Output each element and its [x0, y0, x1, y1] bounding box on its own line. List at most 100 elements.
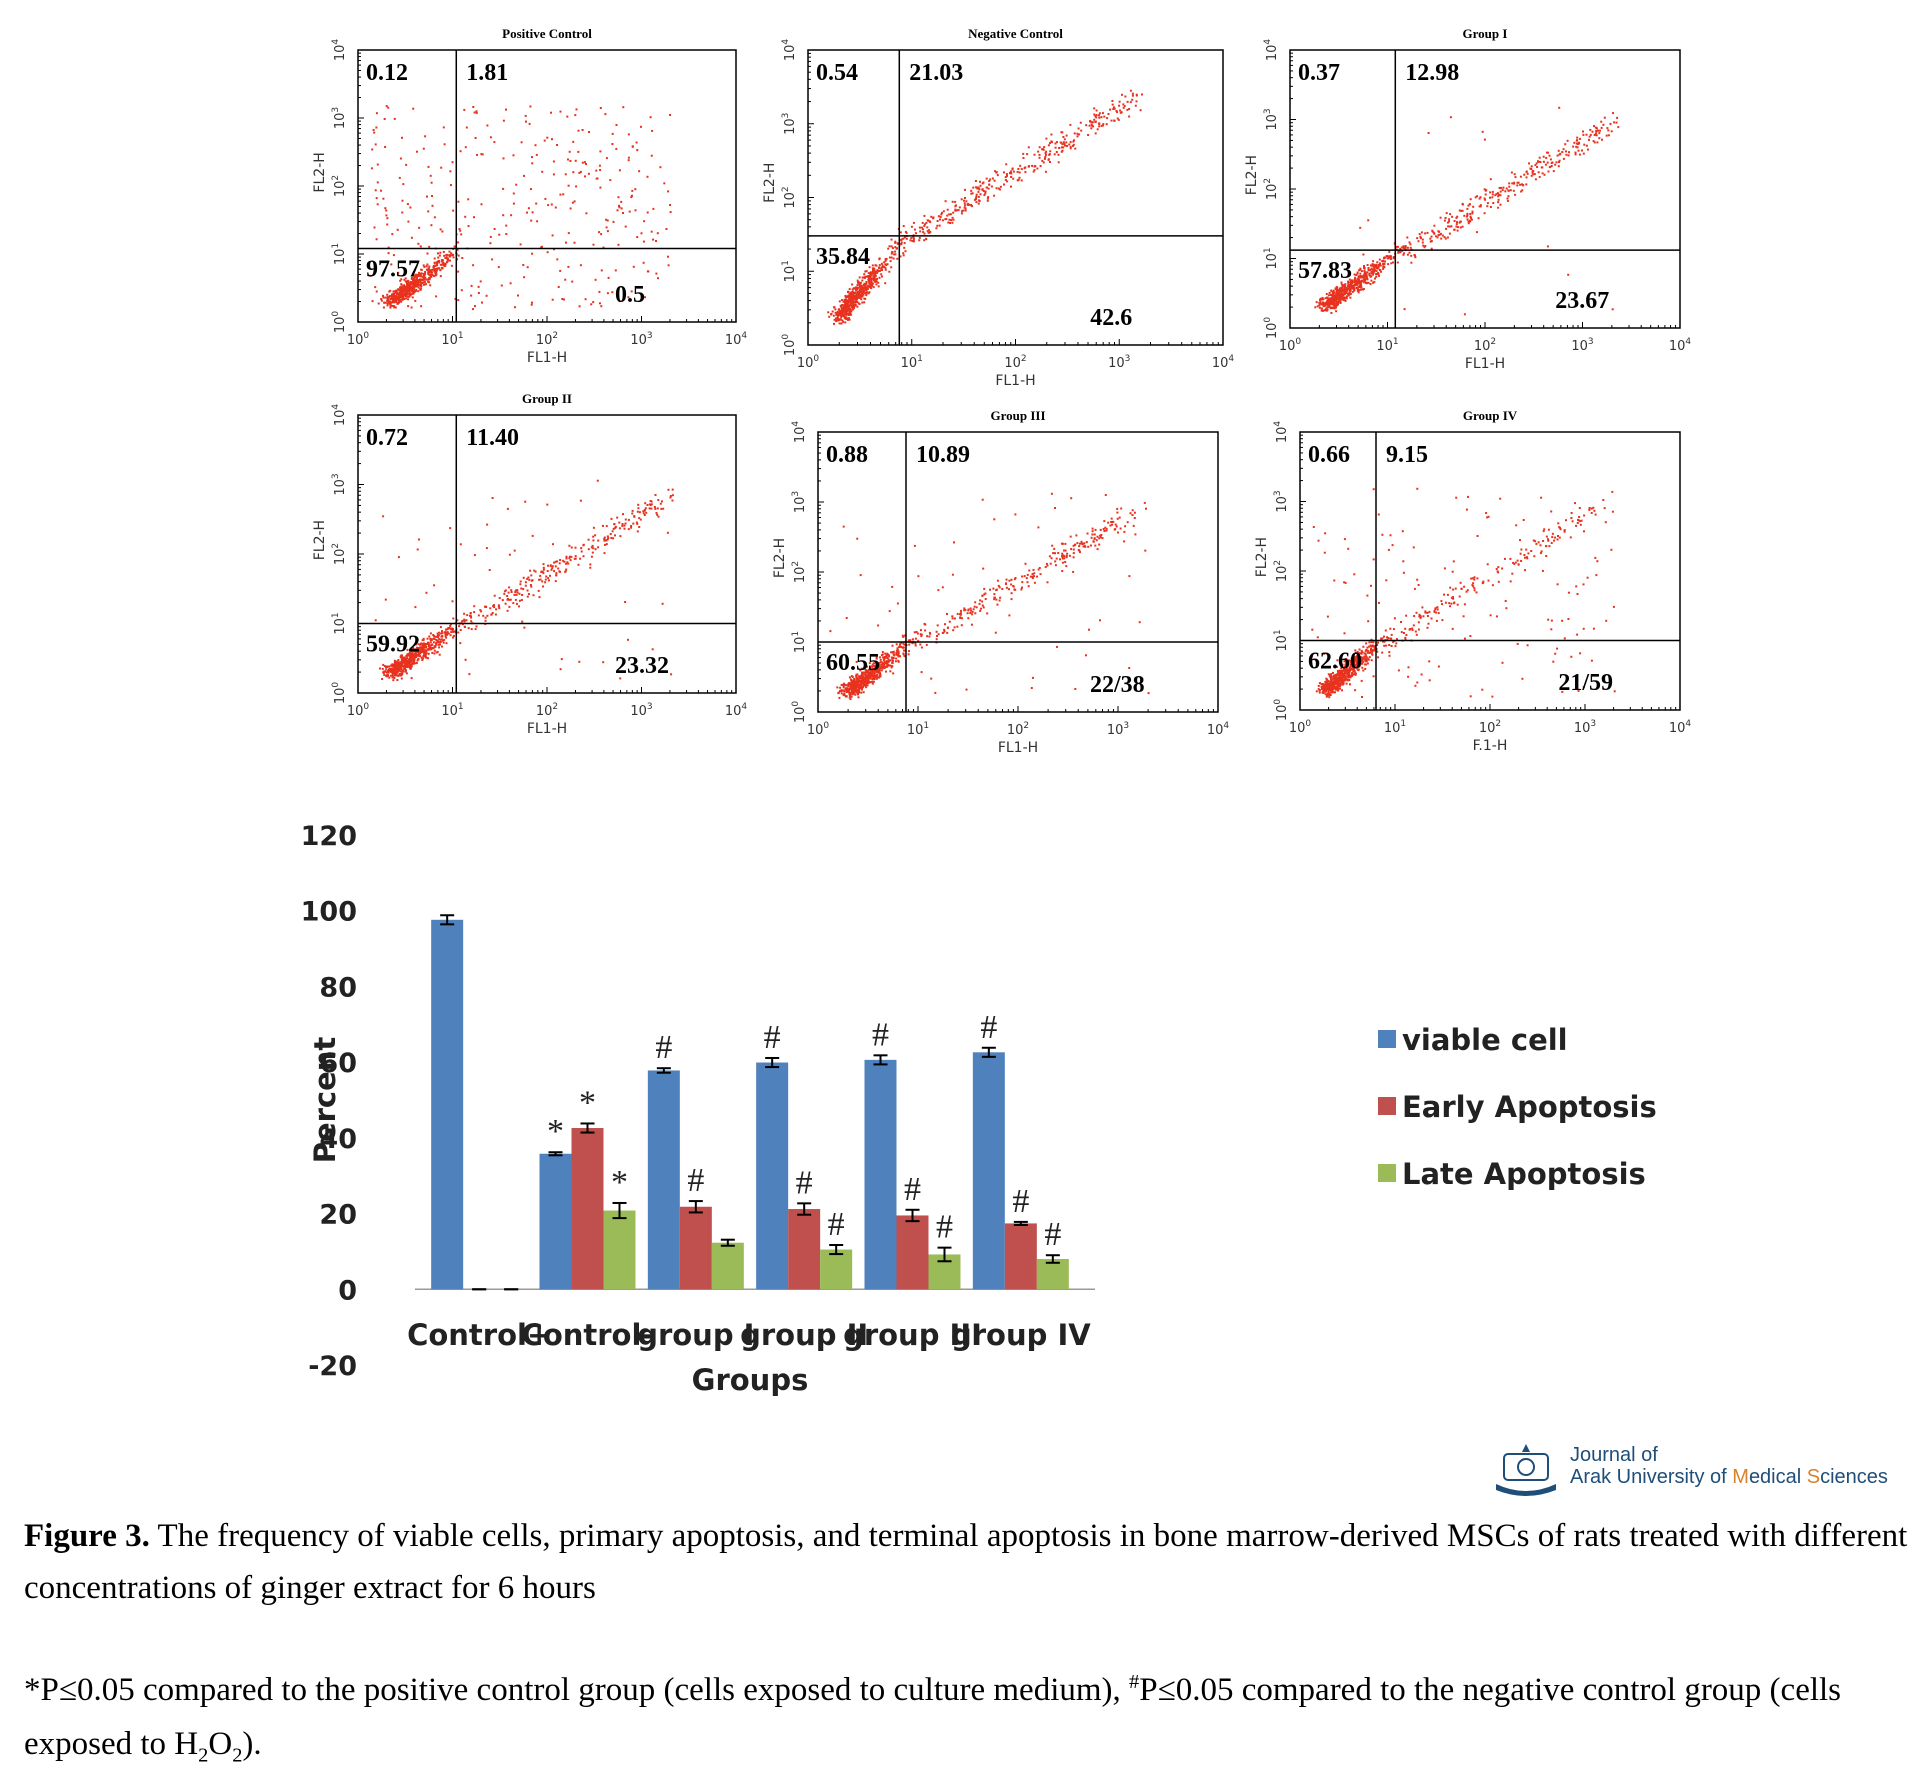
- flow-x-tick-label: 101: [1384, 719, 1406, 736]
- flow-y-tick-exponent: 3: [791, 491, 801, 497]
- flow-panel-title: Positive Control: [502, 26, 592, 41]
- flow-y-tick-label: 103: [331, 107, 348, 129]
- flow-x-tick-exponent: 3: [647, 702, 653, 712]
- flow-x-tick-exponent: 3: [1590, 719, 1596, 729]
- figure-label: Figure 3.: [24, 1518, 150, 1554]
- flow-x-tick-exponent: 1: [458, 331, 464, 341]
- significance-mark: #: [655, 1029, 672, 1066]
- flow-panel-title: Negative Control: [968, 26, 1063, 41]
- flow-y-tick-exponent: 2: [1273, 560, 1283, 566]
- flow-y-tick-exponent: 0: [781, 334, 791, 340]
- flow-y-tick-label: 104: [331, 404, 348, 427]
- flow-x-tick-label: 103: [1574, 719, 1596, 736]
- flow-y-tick-exponent: 3: [781, 113, 791, 119]
- flow-x-tick-exponent: 1: [923, 721, 929, 731]
- flow-x-tick-label: 102: [1479, 719, 1501, 736]
- flow-x-tick-exponent: 0: [823, 721, 829, 731]
- flow-x-tick-exponent: 4: [1223, 721, 1229, 731]
- flow-y-tick-label: 103: [781, 113, 798, 135]
- bar-1: [1005, 1223, 1037, 1289]
- quadrant-value-upper-right: 1.81: [466, 60, 508, 86]
- quadrant-value-lower-right: 0.5: [615, 282, 645, 308]
- flow-x-tick-exponent: 1: [917, 354, 923, 364]
- flow-x-tick-exponent: 2: [1490, 337, 1496, 347]
- significance-mark: #: [980, 1009, 997, 1046]
- figure-caption: Figure 3. The frequency of viable cells,…: [24, 1510, 1914, 1614]
- flow-y-tick-exponent: 1: [1273, 629, 1283, 635]
- apoptosis-bar-chart: 120100806040200-20PercentControl+Control…: [290, 795, 1690, 1435]
- flow-x-tick-exponent: 4: [1228, 354, 1234, 364]
- quadrant-value-lower-left: 97.57: [366, 257, 420, 283]
- flow-y-tick-label: 100: [331, 682, 348, 705]
- flow-y-axis-label: FL2-H: [1244, 155, 1260, 195]
- flow-x-tick-label: 102: [536, 702, 558, 719]
- flow-x-tick-exponent: 0: [1295, 337, 1301, 347]
- flow-y-tick-label: 102: [791, 561, 808, 583]
- flow-x-tick-label: 104: [1212, 354, 1235, 371]
- quadrant-value-lower-right: 23.67: [1555, 288, 1609, 314]
- significance-mark: #: [796, 1164, 813, 1201]
- flow-x-tick-label: 104: [725, 331, 748, 348]
- flow-x-tick-exponent: 2: [1023, 721, 1029, 731]
- flow-y-tick-exponent: 4: [781, 39, 791, 45]
- flow-y-tick-label: 104: [781, 39, 798, 62]
- flow-x-tick-exponent: 1: [1393, 337, 1399, 347]
- flow-y-tick-label: 102: [781, 186, 798, 208]
- significance-mark: #: [936, 1209, 953, 1246]
- significance-mark: #: [904, 1171, 921, 1208]
- flow-x-tick-label: 103: [1108, 354, 1130, 371]
- y-tick-label: 120: [301, 821, 357, 852]
- flow-y-axis-label: FL2-H: [312, 520, 328, 560]
- quadrant-value-lower-left: 62.60: [1308, 649, 1362, 675]
- flow-x-tick-exponent: 0: [363, 331, 369, 341]
- bar-1: [572, 1128, 604, 1289]
- quadrant-value-upper-right: 10.89: [916, 442, 970, 468]
- flow-y-tick-label: 102: [1263, 178, 1280, 200]
- legend-label: viable cell: [1402, 1023, 1568, 1057]
- y-tick-label: -20: [308, 1351, 357, 1382]
- flow-y-tick-exponent: 2: [791, 561, 801, 567]
- flow-x-tick-label: 100: [1289, 719, 1312, 736]
- bar-2: [604, 1211, 636, 1290]
- flow-y-tick-label: 104: [1263, 39, 1280, 62]
- bar-0: [865, 1060, 897, 1289]
- significance-mark: #: [828, 1206, 845, 1243]
- x-category-label: group IV: [951, 1318, 1091, 1352]
- legend-label: Late Apoptosis: [1402, 1157, 1646, 1191]
- flow-x-tick-label: 103: [1107, 721, 1129, 738]
- flow-x-tick-label: 102: [1004, 354, 1026, 371]
- legend-label: Early Apoptosis: [1402, 1090, 1657, 1124]
- flow-x-tick-label: 101: [441, 331, 463, 348]
- flow-x-tick-exponent: 0: [813, 354, 819, 364]
- quadrant-value-lower-left: 59.92: [366, 632, 420, 658]
- quadrant-value-upper-right: 11.40: [466, 425, 519, 451]
- flow-x-tick-label: 103: [630, 702, 652, 719]
- flow-y-tick-label: 100: [791, 701, 808, 724]
- y-tick-label: 0: [338, 1275, 357, 1306]
- flow-x-tick-label: 100: [797, 354, 820, 371]
- flow-panel-title: Group III: [990, 408, 1045, 423]
- flow-y-tick-exponent: 3: [331, 107, 341, 113]
- flow-x-tick-label: 100: [807, 721, 830, 738]
- flow-x-tick-exponent: 1: [1400, 719, 1406, 729]
- flow-y-tick-exponent: 4: [791, 421, 801, 427]
- flow-x-tick-exponent: 3: [1123, 721, 1129, 731]
- flow-x-tick-label: 104: [1207, 721, 1230, 738]
- bar-0: [431, 920, 463, 1289]
- bar-1: [897, 1215, 929, 1289]
- flow-y-tick-exponent: 0: [791, 701, 801, 707]
- bar-0: [648, 1070, 680, 1289]
- legend-swatch: [1378, 1030, 1396, 1048]
- flow-y-tick-exponent: 1: [331, 612, 341, 618]
- flow-y-tick-label: 104: [791, 421, 808, 444]
- flow-x-tick-label: 101: [907, 721, 929, 738]
- flow-x-tick-label: 104: [725, 702, 748, 719]
- flow-x-tick-exponent: 4: [741, 331, 747, 341]
- x-axis-label: Groups: [692, 1363, 809, 1397]
- flow-panel-title: Group II: [522, 391, 572, 406]
- flow-y-tick-label: 103: [331, 473, 348, 495]
- flow-y-tick-exponent: 0: [1273, 699, 1283, 705]
